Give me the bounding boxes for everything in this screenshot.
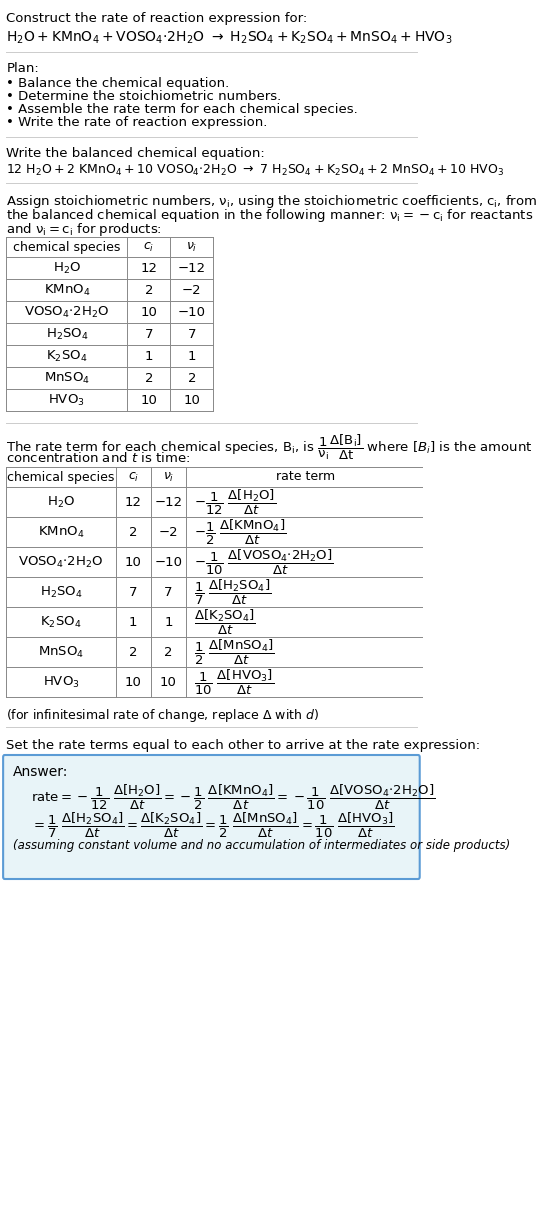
Text: • Write the rate of reaction expression.: • Write the rate of reaction expression. (6, 116, 268, 129)
Text: 10: 10 (141, 394, 157, 407)
Text: $\mathregular{H_2O + KMnO_4 + VOSO_4{\cdot}2H_2O\ \rightarrow\ H_2SO_4 + K_2SO_4: $\mathregular{H_2O + KMnO_4 + VOSO_4{\cd… (6, 30, 453, 46)
Text: −2: −2 (182, 284, 202, 296)
Text: 1: 1 (144, 349, 153, 362)
Text: 1: 1 (164, 616, 173, 628)
Text: $\mathregular{H_2O}$: $\mathregular{H_2O}$ (47, 494, 75, 510)
Text: 2: 2 (129, 525, 137, 539)
Text: The rate term for each chemical species, $\mathregular{B_i}$, is $\mathregular{\: The rate term for each chemical species,… (6, 432, 533, 463)
FancyBboxPatch shape (3, 755, 420, 879)
Text: $\dfrac{1}{2}\ \dfrac{\Delta[\mathrm{MnSO_4}]}{\Delta t}$: $\dfrac{1}{2}\ \dfrac{\Delta[\mathrm{MnS… (194, 638, 275, 667)
Text: $\mathregular{MnSO_4}$: $\mathregular{MnSO_4}$ (44, 371, 90, 385)
Text: • Assemble the rate term for each chemical species.: • Assemble the rate term for each chemic… (6, 103, 358, 116)
Text: $\dfrac{1}{7}\ \dfrac{\Delta[\mathrm{H_2SO_4}]}{\Delta t}$: $\dfrac{1}{7}\ \dfrac{\Delta[\mathrm{H_2… (194, 577, 271, 606)
Text: $c_i$: $c_i$ (128, 470, 139, 483)
Text: $\mathregular{12\ H_2O + 2\ KMnO_4 + 10\ VOSO_4{\cdot}2H_2O\ \rightarrow\ 7\ H_2: $\mathregular{12\ H_2O + 2\ KMnO_4 + 10\… (6, 163, 504, 178)
Text: $\mathregular{VOSO_4{\cdot}2H_2O}$: $\mathregular{VOSO_4{\cdot}2H_2O}$ (18, 554, 104, 569)
Text: $\nu_i$: $\nu_i$ (163, 470, 174, 483)
Text: Answer:: Answer: (12, 765, 68, 779)
Text: $-\dfrac{1}{12}\ \dfrac{\Delta[\mathrm{H_2O}]}{\Delta t}$: $-\dfrac{1}{12}\ \dfrac{\Delta[\mathrm{H… (194, 487, 276, 517)
Text: $\mathregular{K_2SO_4}$: $\mathregular{K_2SO_4}$ (40, 615, 82, 629)
Text: 10: 10 (125, 556, 142, 569)
Text: Assign stoichiometric numbers, $\mathregular{\nu_i}$, using the stoichiometric c: Assign stoichiometric numbers, $\mathreg… (6, 193, 538, 210)
Text: $\mathregular{H_2O}$: $\mathregular{H_2O}$ (53, 261, 81, 275)
Text: 2: 2 (144, 372, 153, 384)
Text: 12: 12 (125, 495, 142, 509)
Text: −10: −10 (154, 556, 182, 569)
Text: 7: 7 (144, 327, 153, 341)
Text: and $\mathregular{\nu_i = c_i}$ for products:: and $\mathregular{\nu_i = c_i}$ for prod… (6, 221, 162, 238)
Text: Write the balanced chemical equation:: Write the balanced chemical equation: (6, 147, 265, 159)
Text: 10: 10 (125, 675, 142, 689)
Text: −12: −12 (178, 261, 206, 274)
Text: Plan:: Plan: (6, 62, 39, 75)
Text: 2: 2 (144, 284, 153, 296)
Text: −12: −12 (154, 495, 182, 509)
Text: the balanced chemical equation in the following manner: $\mathregular{\nu_i = -c: the balanced chemical equation in the fo… (6, 207, 533, 223)
Text: (for infinitesimal rate of change, replace $\Delta$ with $d$): (for infinitesimal rate of change, repla… (6, 707, 319, 724)
Text: −10: −10 (178, 306, 206, 319)
Text: $\mathregular{KMnO_4}$: $\mathregular{KMnO_4}$ (44, 283, 90, 297)
Text: 12: 12 (141, 261, 157, 274)
Text: 7: 7 (188, 327, 196, 341)
Text: chemical species: chemical species (13, 240, 121, 254)
Text: $\nu_i$: $\nu_i$ (186, 240, 197, 254)
Text: 2: 2 (164, 645, 173, 658)
Text: $= \dfrac{1}{7}\ \dfrac{\Delta[\mathrm{H_2SO_4}]}{\Delta t} = \dfrac{\Delta[\mat: $= \dfrac{1}{7}\ \dfrac{\Delta[\mathrm{H… (31, 811, 395, 841)
Text: • Balance the chemical equation.: • Balance the chemical equation. (6, 77, 229, 91)
Text: 2: 2 (188, 372, 196, 384)
Text: $\mathregular{H_2SO_4}$: $\mathregular{H_2SO_4}$ (45, 326, 88, 342)
Text: 10: 10 (160, 675, 177, 689)
Text: $\mathrm{rate} = -\dfrac{1}{12}\ \dfrac{\Delta[\mathrm{H_2O}]}{\Delta t} = -\dfr: $\mathrm{rate} = -\dfrac{1}{12}\ \dfrac{… (31, 783, 436, 812)
Text: $\dfrac{\Delta[\mathrm{K_2SO_4}]}{\Delta t}$: $\dfrac{\Delta[\mathrm{K_2SO_4}]}{\Delta… (194, 608, 255, 637)
Text: 10: 10 (141, 306, 157, 319)
Text: $\mathregular{H_2SO_4}$: $\mathregular{H_2SO_4}$ (39, 585, 82, 599)
Text: 7: 7 (129, 586, 137, 598)
Text: 7: 7 (164, 586, 173, 598)
Text: $\mathregular{HVO_3}$: $\mathregular{HVO_3}$ (43, 674, 80, 690)
Text: $\mathregular{KMnO_4}$: $\mathregular{KMnO_4}$ (38, 524, 84, 540)
Text: $\mathregular{VOSO_4{\cdot}2H_2O}$: $\mathregular{VOSO_4{\cdot}2H_2O}$ (24, 304, 109, 320)
Text: 10: 10 (183, 394, 200, 407)
Text: chemical species: chemical species (7, 470, 115, 483)
Text: 2: 2 (129, 645, 137, 658)
Text: 1: 1 (129, 616, 137, 628)
Text: • Determine the stoichiometric numbers.: • Determine the stoichiometric numbers. (6, 91, 281, 103)
Text: Set the rate terms equal to each other to arrive at the rate expression:: Set the rate terms equal to each other t… (6, 739, 480, 753)
Text: (assuming constant volume and no accumulation of intermediates or side products): (assuming constant volume and no accumul… (12, 840, 510, 852)
Text: −2: −2 (159, 525, 178, 539)
Text: $\dfrac{1}{10}\ \dfrac{\Delta[\mathrm{HVO_3}]}{\Delta t}$: $\dfrac{1}{10}\ \dfrac{\Delta[\mathrm{HV… (194, 667, 274, 697)
Text: $-\dfrac{1}{10}\ \dfrac{\Delta[\mathrm{VOSO_4{\cdot}2H_2O}]}{\Delta t}$: $-\dfrac{1}{10}\ \dfrac{\Delta[\mathrm{V… (194, 547, 333, 576)
Text: Construct the rate of reaction expression for:: Construct the rate of reaction expressio… (6, 12, 307, 25)
Text: rate term: rate term (276, 470, 335, 483)
Text: $\mathregular{MnSO_4}$: $\mathregular{MnSO_4}$ (38, 644, 84, 660)
Text: $\mathregular{K_2SO_4}$: $\mathregular{K_2SO_4}$ (46, 348, 88, 364)
Text: $c_i$: $c_i$ (143, 240, 155, 254)
Text: 1: 1 (188, 349, 196, 362)
Text: concentration and $t$ is time:: concentration and $t$ is time: (6, 451, 190, 465)
Text: $-\dfrac{1}{2}\ \dfrac{\Delta[\mathrm{KMnO_4}]}{\Delta t}$: $-\dfrac{1}{2}\ \dfrac{\Delta[\mathrm{KM… (194, 517, 286, 546)
Text: $\mathregular{HVO_3}$: $\mathregular{HVO_3}$ (49, 393, 85, 407)
